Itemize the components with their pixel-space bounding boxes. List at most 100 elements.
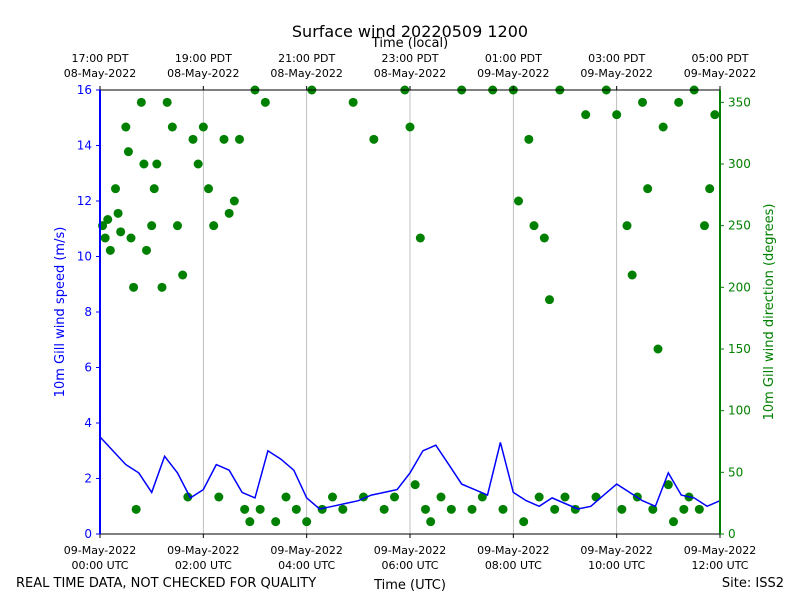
- top-tick-time: 23:00 PDT: [381, 52, 438, 65]
- speed-series-line: [99, 436, 721, 510]
- direction-point: [105, 245, 115, 255]
- top-tick-time: 05:00 PDT: [691, 52, 748, 65]
- direction-point: [338, 504, 348, 514]
- direction-point: [710, 110, 720, 120]
- top-axis: 17:00 PDT 08-May-2022 19:00 PDT 08-May-2022…: [64, 52, 756, 90]
- direction-point: [369, 134, 379, 144]
- direction-point: [405, 122, 415, 132]
- direction-point: [663, 480, 673, 490]
- direction-point: [653, 344, 663, 354]
- bottom-tick-date: 09-May-2022: [477, 544, 549, 557]
- direction-point: [612, 110, 622, 120]
- direction-point: [204, 184, 213, 194]
- direction-point: [193, 159, 203, 169]
- direction-point: [157, 282, 167, 292]
- direction-point: [113, 208, 123, 218]
- bottom-tick-time: 08:00 UTC: [485, 559, 542, 572]
- left-axis: 0 2 4 6 8 10 12 14 16: [77, 83, 100, 541]
- direction-point: [514, 196, 523, 206]
- left-tick-label: 10: [77, 250, 92, 264]
- direction-point: [188, 134, 198, 144]
- left-tick-label: 12: [77, 194, 92, 208]
- right-tick-label: 350: [728, 95, 751, 109]
- top-tick-time: 01:00 PDT: [485, 52, 542, 65]
- direction-point: [136, 97, 146, 107]
- direction-point: [705, 184, 715, 194]
- y-axis-left-label: 10m Gill wind speed (m/s): [53, 227, 68, 398]
- top-tick-date: 08-May-2022: [64, 67, 136, 80]
- direction-point: [229, 196, 239, 206]
- direction-point: [348, 97, 358, 107]
- top-axis-label: Time (local): [371, 36, 448, 51]
- direction-point: [477, 492, 487, 502]
- direction-point: [131, 504, 141, 514]
- bottom-tick-time: 10:00 UTC: [588, 559, 645, 572]
- direction-point: [379, 504, 389, 514]
- direction-point: [235, 134, 244, 144]
- direction-point: [426, 517, 436, 527]
- direction-point: [591, 492, 601, 502]
- direction-point: [519, 517, 529, 527]
- bottom-tick-date: 09-May-2022: [580, 544, 652, 557]
- direction-point: [648, 504, 658, 514]
- direction-point: [255, 504, 265, 514]
- grid: [202, 90, 618, 534]
- direction-point: [390, 492, 399, 502]
- direction-point: [178, 270, 188, 280]
- top-tick-date: 09-May-2022: [580, 67, 652, 80]
- top-tick-date: 09-May-2022: [684, 67, 756, 80]
- direction-point: [534, 492, 544, 502]
- direction-point: [224, 208, 234, 218]
- top-tick-time: 19:00 PDT: [175, 52, 232, 65]
- bottom-tick-date: 09-May-2022: [167, 544, 239, 557]
- direction-point: [627, 270, 637, 280]
- bottom-tick-time: 12:00 UTC: [691, 559, 748, 572]
- right-tick-label: 0: [728, 527, 736, 541]
- direction-point: [100, 233, 110, 243]
- direction-point: [421, 504, 430, 514]
- direction-point: [245, 517, 255, 527]
- bottom-tick-date: 09-May-2022: [684, 544, 756, 557]
- direction-point: [529, 221, 539, 231]
- bottom-tick-time: 00:00 UTC: [71, 559, 128, 572]
- site-label: Site: ISS2: [721, 576, 784, 591]
- top-tick-date: 08-May-2022: [167, 67, 239, 80]
- direction-point: [638, 97, 647, 107]
- direction-point: [281, 492, 291, 502]
- direction-point: [214, 492, 224, 502]
- bottom-tick-date: 09-May-2022: [64, 544, 136, 557]
- right-tick-label: 300: [728, 157, 751, 171]
- direction-point: [139, 159, 149, 169]
- direction-point: [560, 492, 570, 502]
- chart-title: Surface wind 20220509 1200: [292, 22, 528, 41]
- direction-point: [694, 504, 704, 514]
- direction-point: [129, 282, 139, 292]
- x-axis-label: Time (UTC): [373, 578, 446, 593]
- direction-point: [291, 504, 301, 514]
- left-tick-label: 6: [84, 361, 92, 375]
- direction-point: [209, 221, 219, 231]
- direction-point: [581, 110, 591, 120]
- direction-point: [674, 97, 684, 107]
- bottom-tick-date: 09-May-2022: [270, 544, 342, 557]
- direction-point: [446, 504, 456, 514]
- direction-point: [149, 184, 159, 194]
- direction-point: [410, 480, 420, 490]
- quality-note: REAL TIME DATA, NOT CHECKED FOR QUALITY: [16, 576, 317, 591]
- direction-point: [103, 215, 113, 224]
- top-tick-date: 08-May-2022: [374, 67, 446, 80]
- direction-point: [126, 233, 136, 243]
- top-tick-time: 17:00 PDT: [71, 52, 128, 65]
- direction-point: [219, 134, 229, 144]
- direction-point: [467, 504, 477, 514]
- direction-point: [111, 184, 120, 194]
- top-tick-time: 03:00 PDT: [588, 52, 645, 65]
- right-tick-label: 150: [728, 342, 751, 356]
- top-tick-date: 09-May-2022: [477, 67, 549, 80]
- right-tick-label: 250: [728, 219, 751, 233]
- direction-point: [498, 504, 508, 514]
- direction-point: [700, 221, 709, 231]
- direction-point: [539, 233, 549, 243]
- left-tick-label: 4: [84, 416, 92, 430]
- bottom-tick-time: 04:00 UTC: [278, 559, 335, 572]
